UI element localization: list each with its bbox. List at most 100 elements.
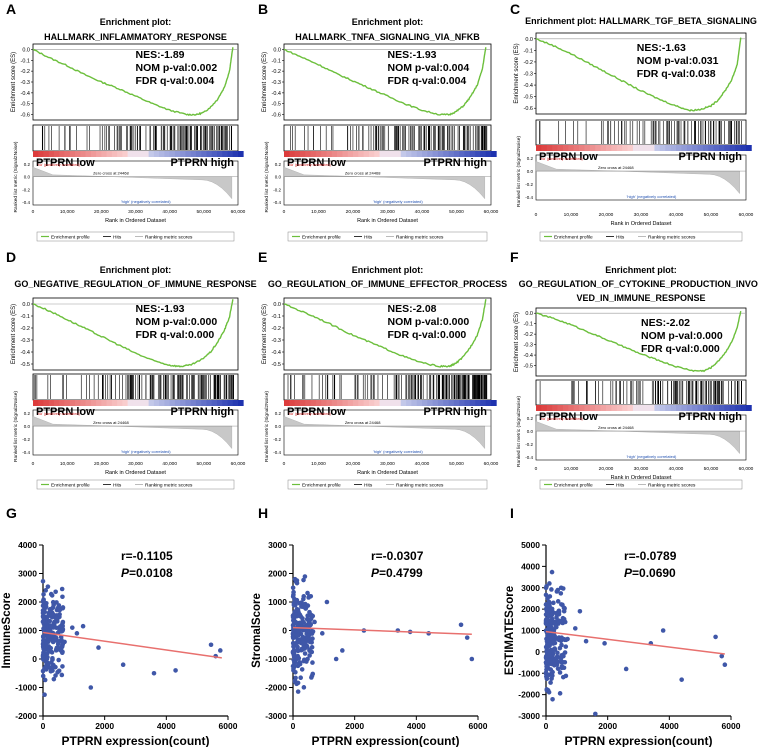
- scatter-point: [217, 648, 223, 653]
- scatter-point: [69, 625, 75, 630]
- scatter-point: [296, 611, 302, 617]
- colorbar-segment: [491, 400, 497, 406]
- x-tick-label: 60,000: [484, 461, 499, 467]
- scatter-point: [305, 635, 311, 641]
- colorbar-segment: [111, 151, 118, 157]
- colorbar-segment: [342, 151, 349, 157]
- scatter-point: [47, 637, 52, 643]
- colorbar-segment: [222, 151, 228, 157]
- scatter-point: [42, 600, 47, 606]
- p-value-letter: P: [121, 566, 130, 580]
- x-tick-label: 2000: [598, 721, 617, 731]
- scatter-point: [558, 619, 564, 624]
- colorbar-segment: [411, 151, 418, 157]
- scatter-point: [60, 664, 65, 669]
- colorbar-segment: [358, 400, 364, 406]
- metric-ylabel: Ranked list metric (Signal2Noise): [516, 396, 522, 467]
- metric-ytick-label: 0.2: [24, 411, 31, 416]
- legend-hits: Hits: [113, 235, 122, 241]
- legend-metric: Ranking metric scores: [145, 235, 193, 241]
- scatter-point: [583, 638, 589, 644]
- colorbar-segment: [627, 405, 634, 411]
- x-tick-label: 20,000: [94, 461, 109, 467]
- scatter-point: [679, 677, 684, 682]
- scatter-point: [310, 671, 316, 677]
- colorbar-segment: [80, 400, 86, 406]
- colorbar-segment: [713, 145, 720, 151]
- y-tick-label: -2000: [518, 690, 540, 700]
- colorbar-segment: [85, 151, 92, 157]
- y-axis-label: ImmuneScore: [1, 592, 13, 668]
- es-curve: [283, 47, 487, 116]
- colorbar-segment: [190, 400, 197, 406]
- scatter-point: [151, 670, 157, 676]
- neg-corr-label: 'high' (negatively correlated): [121, 449, 171, 454]
- y-tick-label: 2000: [521, 604, 540, 614]
- x-tick-label: 4000: [407, 721, 426, 731]
- scatter-point: [560, 674, 566, 680]
- colorbar-segment: [106, 400, 113, 406]
- scatter-point: [333, 656, 339, 662]
- colorbar-segment: [536, 405, 542, 411]
- scatter-point: [41, 592, 46, 597]
- scatter-point: [62, 639, 67, 645]
- colorbar-segment: [353, 400, 359, 406]
- colorbar-segment: [464, 151, 471, 157]
- colorbar-segment: [96, 151, 102, 157]
- x-tick-label: 50,000: [704, 466, 719, 472]
- colorbar-segment: [638, 145, 645, 151]
- group-high-label: PTPRN high: [170, 157, 234, 169]
- y-tick-label: 0: [535, 647, 540, 657]
- colorbar-segment: [676, 145, 682, 151]
- es-ytick-label: -0.3: [21, 80, 30, 86]
- colorbar-segment: [164, 151, 171, 157]
- scatter-point: [544, 621, 550, 627]
- scatter-point: [544, 676, 550, 681]
- y-tick-label: -3000: [265, 711, 287, 721]
- colorbar-segment: [480, 400, 487, 406]
- es-ytick-label: -0.3: [21, 338, 30, 344]
- hits-frame: [535, 119, 747, 146]
- scatter-point: [549, 612, 555, 618]
- colorbar-segment: [406, 400, 412, 406]
- scatter-point: [305, 590, 310, 596]
- x-tick-label: 40,000: [669, 212, 684, 218]
- scatter-point: [60, 594, 65, 600]
- scatter-point: [623, 666, 629, 672]
- x-tick-label: 6000: [219, 721, 238, 731]
- colorbar-segment: [368, 400, 375, 406]
- es-ytick-label: -0.5: [272, 362, 281, 368]
- colorbar-segment: [185, 151, 192, 157]
- colorbar-segment: [692, 145, 698, 151]
- colorbar-segment: [616, 145, 623, 151]
- es-ytick-label: -0.2: [21, 326, 30, 332]
- scatter-point: [719, 653, 725, 659]
- scatter-point: [40, 634, 46, 639]
- x-axis-label: Rank in Ordered Dataset: [105, 218, 166, 224]
- p-value-number: =0.4799: [379, 566, 423, 580]
- metric-ytick-label: 0.2: [527, 416, 534, 421]
- colorbar-segment: [138, 151, 144, 157]
- scatter-point: [549, 632, 555, 637]
- nes-value: NES:-1.93: [136, 303, 185, 315]
- regression-line: [42, 631, 222, 659]
- colorbar-segment: [148, 151, 155, 157]
- colorbar-segment: [117, 400, 123, 406]
- colorbar-segment: [702, 405, 709, 411]
- p-value-number: =0.0690: [632, 566, 676, 580]
- colorbar-segment: [206, 400, 213, 406]
- scatter-point: [74, 631, 80, 636]
- hits-frame: [535, 379, 747, 406]
- colorbar-segment: [600, 405, 607, 411]
- colorbar-segment: [579, 145, 585, 151]
- zero-cross-label: Zero cross at 24468: [598, 425, 634, 430]
- metric-ytick-label: -0.4: [273, 450, 281, 455]
- scatter-point: [469, 656, 475, 662]
- scatter-point: [550, 697, 555, 702]
- scatter-point: [559, 665, 565, 671]
- scatter-point: [558, 591, 564, 596]
- es-ylabel: Enrichment score (ES): [262, 304, 268, 364]
- es-ytick-label: -0.6: [272, 113, 281, 119]
- colorbar-segment: [106, 151, 113, 157]
- y-tick-label: -3000: [518, 711, 540, 721]
